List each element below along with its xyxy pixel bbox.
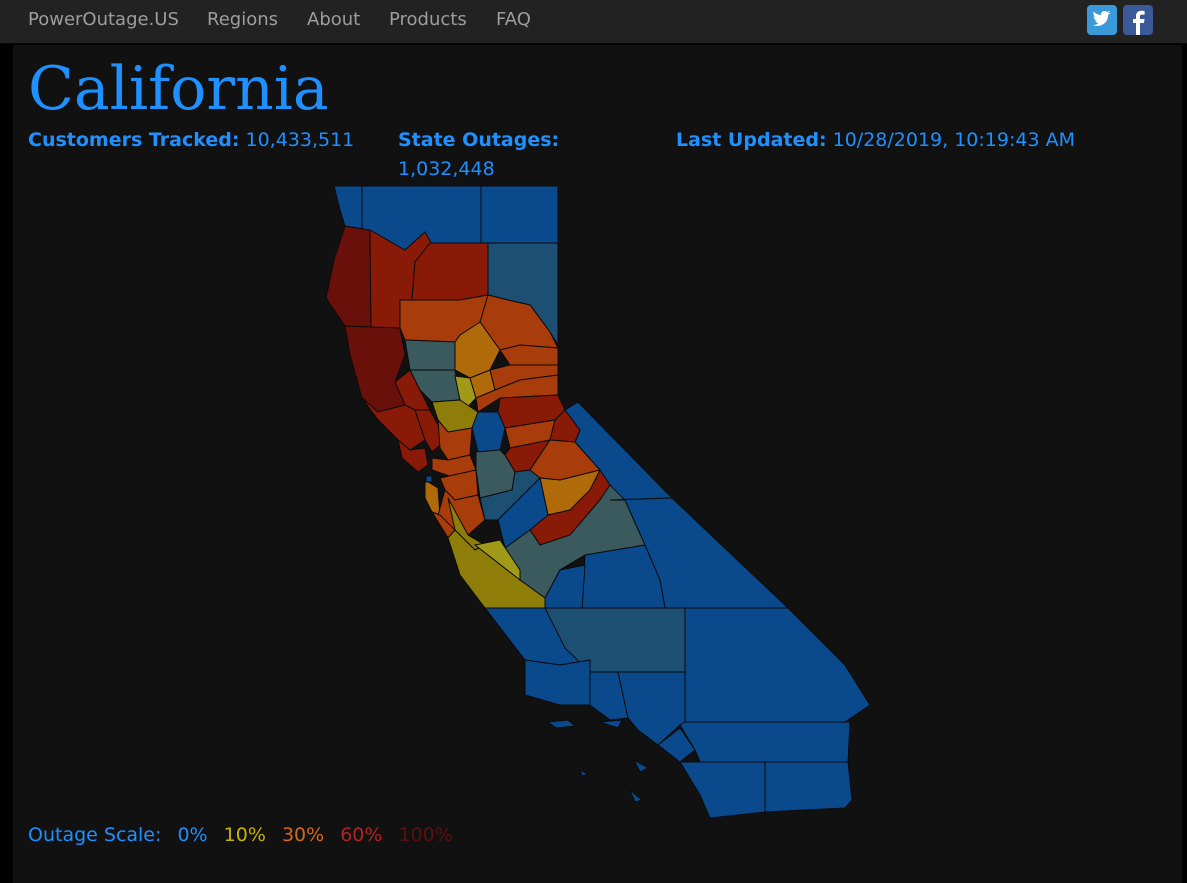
county-riverside[interactable] (679, 721, 851, 763)
customers-tracked: Customers Tracked: 10,433,511 (28, 126, 354, 155)
county-imperial[interactable] (764, 761, 853, 813)
facebook-icon[interactable] (1123, 5, 1153, 36)
county-glenn[interactable] (404, 339, 456, 371)
channel-islands (546, 719, 650, 803)
top-navbar: PowerOutage.US Regions About Products FA… (0, 0, 1187, 44)
customers-tracked-value: 10,433,511 (245, 129, 355, 151)
county-san-mateo[interactable] (424, 479, 441, 516)
county-modoc[interactable] (480, 185, 559, 244)
outage-scale: Outage Scale: 0% 10% 30% 60% 100% (28, 824, 453, 846)
county-humboldt[interactable] (325, 225, 372, 329)
county-santa-barbara[interactable] (524, 659, 591, 706)
county-los-angeles[interactable] (617, 671, 686, 746)
scale-step-10: 10% (223, 824, 266, 846)
county-san-francisco[interactable] (425, 475, 433, 483)
county-san-bernardino[interactable] (684, 607, 871, 723)
scale-step-0: 0% (177, 824, 208, 846)
county-ventura[interactable] (589, 671, 629, 721)
county-sutter[interactable] (454, 375, 477, 411)
scale-step-100: 100% (398, 824, 453, 846)
county-monterey[interactable] (447, 529, 546, 609)
county-marin[interactable] (397, 438, 429, 473)
county-napa[interactable] (414, 409, 447, 453)
nav-link-regions[interactable]: Regions (207, 9, 278, 30)
county-mendocino[interactable] (344, 325, 406, 413)
county-sacramento[interactable] (471, 411, 506, 453)
outage-scale-label: Outage Scale: (28, 824, 162, 846)
last-updated: Last Updated: 10/28/2019, 10:19:43 AM (676, 126, 1075, 155)
county-shasta[interactable] (411, 242, 489, 301)
last-updated-label: Last Updated: (676, 129, 827, 151)
county-san-diego[interactable] (679, 761, 766, 819)
customers-tracked-label: Customers Tracked: (28, 129, 240, 151)
brand-link[interactable]: PowerOutage.US (28, 9, 179, 30)
scale-step-30: 30% (281, 824, 325, 846)
state-outages-label: State Outages: (398, 129, 560, 151)
page-title: California (28, 54, 329, 124)
nav-link-about[interactable]: About (307, 9, 361, 30)
county-sierra[interactable] (499, 344, 559, 366)
nav-link-products[interactable]: Products (389, 9, 467, 30)
nav-link-faq[interactable]: FAQ (496, 9, 531, 30)
state-outages-value: 1,032,448 (398, 158, 495, 180)
state-outages: State Outages: 1,032,448 (398, 126, 638, 184)
last-updated-value: 10/28/2019, 10:19:43 AM (832, 129, 1075, 151)
county-stanislaus[interactable] (479, 469, 541, 521)
county-del-norte[interactable] (333, 185, 363, 231)
scale-step-60: 60% (340, 824, 383, 846)
twitter-icon[interactable] (1087, 5, 1117, 35)
county-kings-east[interactable] (544, 564, 586, 611)
county-kings[interactable] (473, 539, 521, 582)
